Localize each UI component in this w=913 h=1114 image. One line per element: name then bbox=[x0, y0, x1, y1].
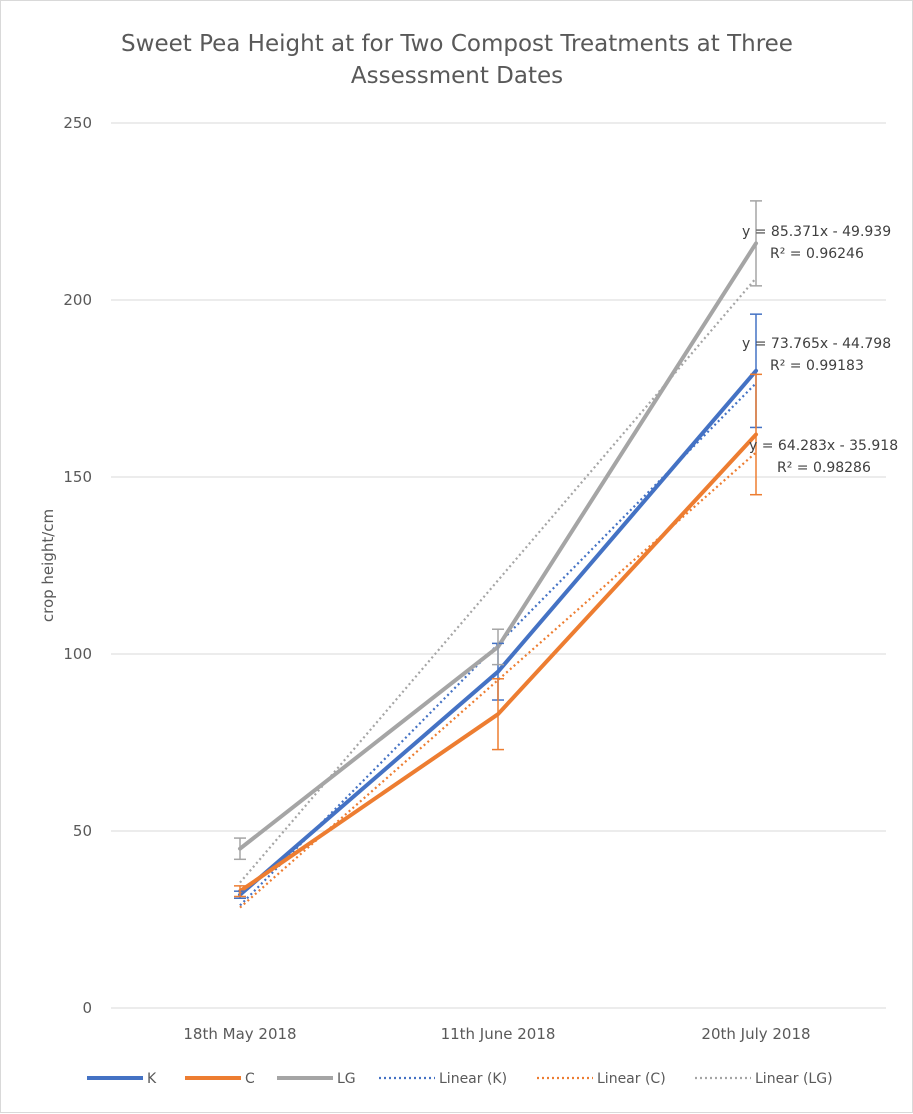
x-tick-label: 11th June 2018 bbox=[441, 1025, 556, 1043]
legend-label: LG bbox=[337, 1071, 356, 1087]
legend-label: C bbox=[245, 1071, 255, 1087]
error-bars bbox=[234, 200, 762, 900]
trendline-r2: R² = 0.98286 bbox=[777, 460, 871, 476]
trendline bbox=[239, 277, 757, 884]
trendlines bbox=[239, 277, 757, 909]
legend-label: K bbox=[147, 1071, 157, 1087]
y-tick-label: 150 bbox=[63, 468, 92, 486]
trendline-r2: R² = 0.99183 bbox=[770, 358, 864, 374]
labels: Sweet Pea Height at for Two Compost Trea… bbox=[39, 31, 898, 1043]
legend: K C LG Linear (K) Linear (C) Linear (LG) bbox=[87, 1071, 833, 1087]
y-tick-label: 200 bbox=[63, 291, 92, 309]
legend-label: Linear (K) bbox=[439, 1071, 507, 1087]
trendline-equation: y = 85.371x - 49.939 bbox=[742, 224, 891, 240]
y-tick-label: 100 bbox=[63, 645, 92, 663]
legend-label: Linear (C) bbox=[597, 1071, 666, 1087]
series-line bbox=[238, 241, 758, 851]
chart-title-line: Sweet Pea Height at for Two Compost Trea… bbox=[121, 31, 793, 57]
y-tick-label: 250 bbox=[63, 114, 92, 132]
x-tick-label: 18th May 2018 bbox=[183, 1025, 296, 1043]
trendline-r2: R² = 0.96246 bbox=[770, 246, 864, 262]
x-tick-label: 20th July 2018 bbox=[701, 1025, 810, 1043]
series-lines bbox=[238, 241, 758, 897]
legend-label: Linear (LG) bbox=[755, 1071, 833, 1087]
chart-title-line: Assessment Dates bbox=[351, 63, 563, 89]
trendline-equation: y = 73.765x - 44.798 bbox=[742, 336, 891, 352]
trendline-equation: y = 64.283x - 35.918 bbox=[749, 438, 898, 454]
y-axis-title: crop height/cm bbox=[39, 509, 57, 622]
y-tick-label: 0 bbox=[82, 999, 92, 1017]
y-tick-label: 50 bbox=[73, 822, 92, 840]
